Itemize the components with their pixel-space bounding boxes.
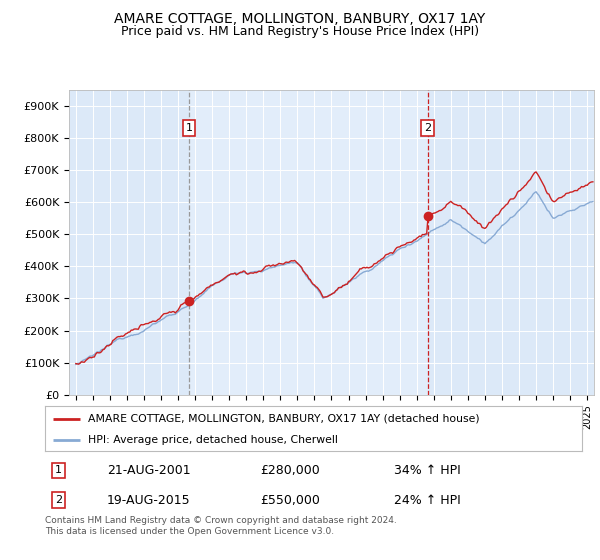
Text: 19-AUG-2015: 19-AUG-2015 — [107, 493, 190, 507]
Text: £550,000: £550,000 — [260, 493, 320, 507]
Text: AMARE COTTAGE, MOLLINGTON, BANBURY, OX17 1AY: AMARE COTTAGE, MOLLINGTON, BANBURY, OX17… — [115, 12, 485, 26]
Bar — [189, 90, 428, 395]
Text: 1: 1 — [55, 465, 62, 475]
Text: £280,000: £280,000 — [260, 464, 320, 477]
Text: 2: 2 — [55, 495, 62, 505]
Text: 34% ↑ HPI: 34% ↑ HPI — [394, 464, 461, 477]
Text: Contains HM Land Registry data © Crown copyright and database right 2024.
This d: Contains HM Land Registry data © Crown c… — [45, 516, 397, 536]
Text: 24% ↑ HPI: 24% ↑ HPI — [394, 493, 461, 507]
Text: AMARE COTTAGE, MOLLINGTON, BANBURY, OX17 1AY (detached house): AMARE COTTAGE, MOLLINGTON, BANBURY, OX17… — [88, 413, 479, 423]
Text: 21-AUG-2001: 21-AUG-2001 — [107, 464, 190, 477]
Text: Price paid vs. HM Land Registry's House Price Index (HPI): Price paid vs. HM Land Registry's House … — [121, 25, 479, 38]
Text: 2: 2 — [424, 123, 431, 133]
Text: HPI: Average price, detached house, Cherwell: HPI: Average price, detached house, Cher… — [88, 435, 338, 445]
Text: 1: 1 — [185, 123, 193, 133]
